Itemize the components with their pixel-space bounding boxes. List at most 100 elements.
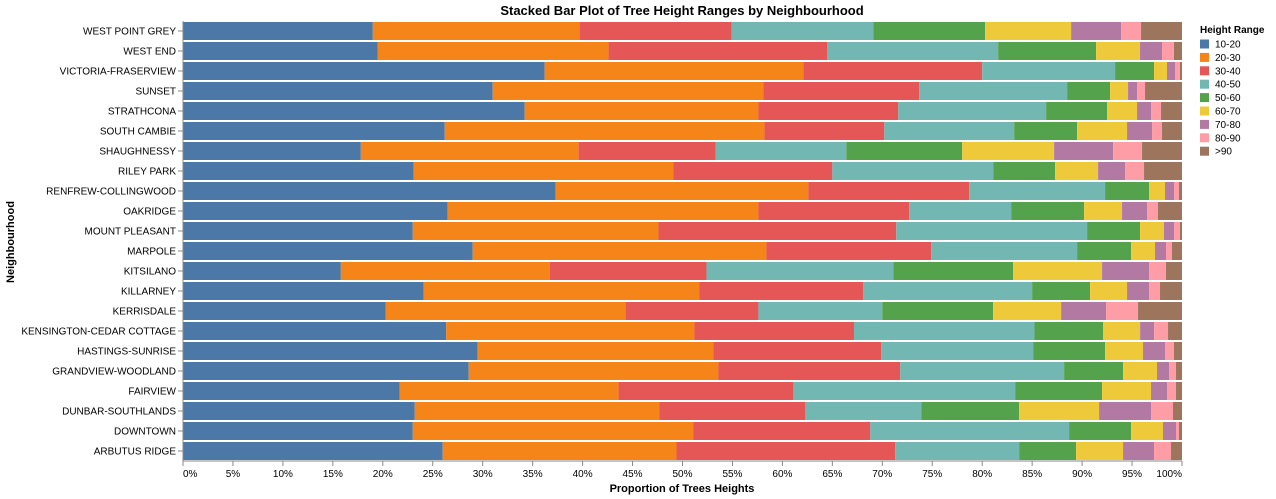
x-tick-label: 10%	[273, 469, 293, 480]
y-tick-label: MOUNT PLEASANT	[85, 227, 177, 238]
x-tick-label: 55%	[722, 469, 742, 480]
legend-swatch	[1200, 133, 1209, 143]
y-tick-label: SOUTH CAMBIE	[100, 127, 176, 138]
bar-segment	[385, 302, 626, 320]
bar-segment	[1176, 422, 1180, 440]
bars-layer	[183, 22, 1182, 460]
bar-segment	[1137, 82, 1146, 100]
bar-segment	[183, 362, 469, 380]
legend-label: >90	[1215, 147, 1232, 158]
bar-segment	[827, 42, 999, 60]
x-tick-label: 90%	[1072, 469, 1092, 480]
bar-segment	[1107, 102, 1138, 120]
bar-segment	[412, 422, 694, 440]
bar-segment	[1032, 282, 1091, 300]
y-tick-label: WEST POINT GREY	[83, 27, 176, 38]
bar-segment	[884, 122, 1015, 140]
bar-segment	[1096, 42, 1141, 60]
legend-label: 80-90	[1215, 133, 1241, 144]
legend-label: 60-70	[1215, 107, 1241, 118]
x-tick-label: 45%	[623, 469, 643, 480]
bar-segment	[1128, 82, 1138, 100]
bar-segment	[758, 302, 883, 320]
bar-segment	[183, 342, 478, 360]
bar-segment	[183, 242, 473, 260]
bar-segment	[1172, 242, 1182, 260]
y-tick-label: RENFREW-COLLINGWOOD	[46, 187, 176, 198]
bar-segment	[998, 42, 1097, 60]
bar-segment	[1147, 202, 1159, 220]
bar-segment	[1125, 162, 1145, 180]
bar-segment	[713, 342, 882, 360]
bar-segment	[578, 142, 716, 160]
bar-segment	[549, 262, 707, 280]
bar-segment	[731, 22, 874, 40]
bar-segment	[1151, 102, 1162, 120]
bar-segment	[183, 322, 447, 340]
bar-segment	[183, 82, 493, 100]
y-tick-label: DOWNTOWN	[114, 427, 176, 438]
bar-segment	[1169, 362, 1176, 380]
bar-segment	[1064, 362, 1124, 380]
bar-segment	[1168, 322, 1182, 340]
bar-segment	[896, 222, 1088, 240]
y-tick-label: MARPOLE	[127, 247, 176, 258]
bar-segment	[468, 362, 719, 380]
bar-segment	[1174, 222, 1180, 240]
x-tick-label: 30%	[473, 469, 493, 480]
bar-segment	[1143, 342, 1166, 360]
bar-segment	[183, 62, 545, 80]
bar-segment	[900, 362, 1065, 380]
legend-swatch	[1200, 93, 1209, 103]
y-tick-label: SHAUGHNESSY	[99, 147, 176, 158]
x-axis-title: Proportion of Trees Heights	[610, 483, 755, 495]
bar-segment	[1014, 122, 1078, 140]
legend-swatch	[1200, 39, 1209, 49]
bar-segment	[1166, 262, 1182, 280]
x-tick-label: 20%	[373, 469, 393, 480]
bar-segment	[1054, 142, 1114, 160]
bar-segment	[706, 262, 894, 280]
bar-segment	[1155, 242, 1167, 260]
bar-segment	[423, 282, 700, 300]
bar-segment	[1175, 62, 1180, 80]
bar-segment	[1069, 422, 1132, 440]
bar-segment	[808, 182, 970, 200]
bar-segment	[921, 402, 1020, 420]
y-tick-label: KENSINGTON-CEDAR COTTAGE	[21, 327, 176, 338]
bar-segment	[1046, 102, 1108, 120]
bar-segment	[1077, 242, 1132, 260]
bar-segment	[898, 102, 1047, 120]
y-axis-title: Neighbourhood	[5, 201, 17, 283]
bar-segment	[881, 342, 1034, 360]
bar-segment	[183, 442, 443, 460]
bar-segment	[659, 402, 806, 420]
x-tick-label: 35%	[523, 469, 543, 480]
x-tick-label: 0%	[183, 469, 198, 480]
bar-segment	[524, 102, 759, 120]
bar-segment	[882, 302, 994, 320]
bar-segment	[758, 102, 899, 120]
bar-segment	[1179, 182, 1182, 200]
bar-segment	[805, 402, 922, 420]
bar-segment	[1171, 442, 1182, 460]
bar-segment	[183, 422, 413, 440]
bar-segment	[1015, 382, 1103, 400]
legend-label: 40-50	[1215, 80, 1241, 91]
bar-segment	[1131, 422, 1164, 440]
bar-segment	[1099, 402, 1152, 420]
bar-segment	[793, 382, 1016, 400]
bar-segment	[694, 322, 854, 340]
bar-segment	[1158, 202, 1182, 220]
x-tick-label: 25%	[423, 469, 443, 480]
bar-segment	[718, 362, 901, 380]
bar-segment	[618, 382, 794, 400]
bar-segment	[993, 162, 1056, 180]
legend-swatch	[1200, 119, 1209, 129]
y-tick-label: STRATHCONA	[108, 107, 176, 118]
bar-segment	[985, 22, 1072, 40]
bar-segment	[1122, 202, 1148, 220]
x-tick-label: 80%	[972, 469, 992, 480]
bar-segment	[183, 382, 400, 400]
y-axis: WEST POINT GREY WEST END VICTORIA-FRASERVI…	[21, 21, 184, 461]
